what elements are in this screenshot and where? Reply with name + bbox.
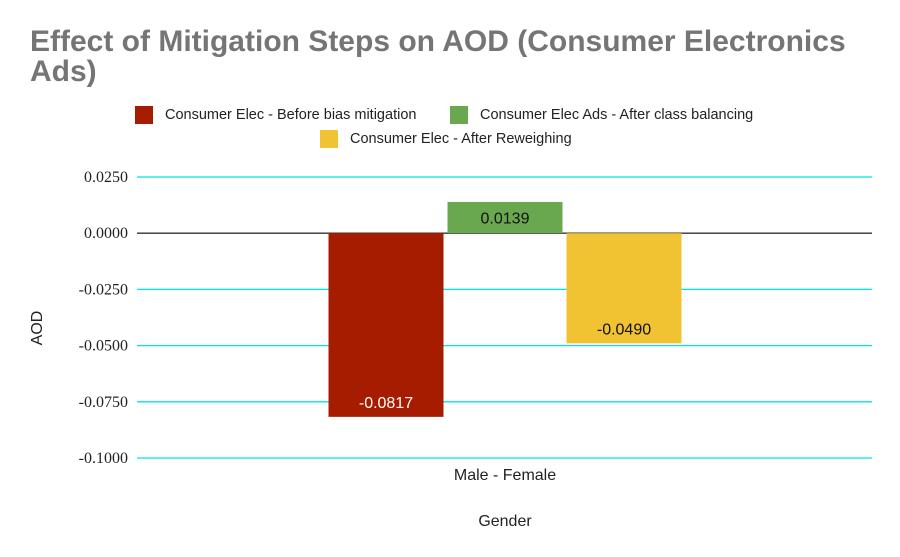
y-tick-label: -0.0750 xyxy=(79,394,128,411)
legend-item-before: Consumer Elec - Before bias mitigation xyxy=(135,105,416,125)
y-tick-label: -0.0500 xyxy=(79,338,128,355)
legend-swatch-before xyxy=(135,106,153,124)
y-axis-title: AOD xyxy=(29,311,46,346)
y-tick-label: -0.0250 xyxy=(79,281,128,298)
x-axis-title: Gender xyxy=(478,513,532,530)
legend-swatch-reweighing xyxy=(320,130,338,148)
legend-swatch-class-balancing xyxy=(450,106,468,124)
y-tick-label: 0.0000 xyxy=(84,225,128,242)
x-category-label: Male - Female xyxy=(454,467,556,484)
legend-item-reweighing: Consumer Elec - After Reweighing xyxy=(320,129,572,149)
bar-1 xyxy=(328,233,444,417)
legend-label-class-balancing: Consumer Elec Ads - After class balancin… xyxy=(480,107,754,123)
data-label-3: -0.0490 xyxy=(597,321,651,338)
chart-title: Effect of Mitigation Steps on AOD (Consu… xyxy=(30,25,846,88)
bar-3 xyxy=(566,233,682,344)
legend-label-before: Consumer Elec - Before bias mitigation xyxy=(165,107,417,123)
data-label-1: -0.0817 xyxy=(359,395,413,412)
bar-2 xyxy=(447,201,563,234)
data-label-2: 0.0139 xyxy=(481,211,530,228)
legend-item-class-balancing: Consumer Elec Ads - After class balancin… xyxy=(450,105,753,125)
y-tick-label: -0.1000 xyxy=(79,450,128,467)
legend-label-reweighing: Consumer Elec - After Reweighing xyxy=(350,131,572,147)
y-tick-label: 0.0250 xyxy=(84,169,128,186)
